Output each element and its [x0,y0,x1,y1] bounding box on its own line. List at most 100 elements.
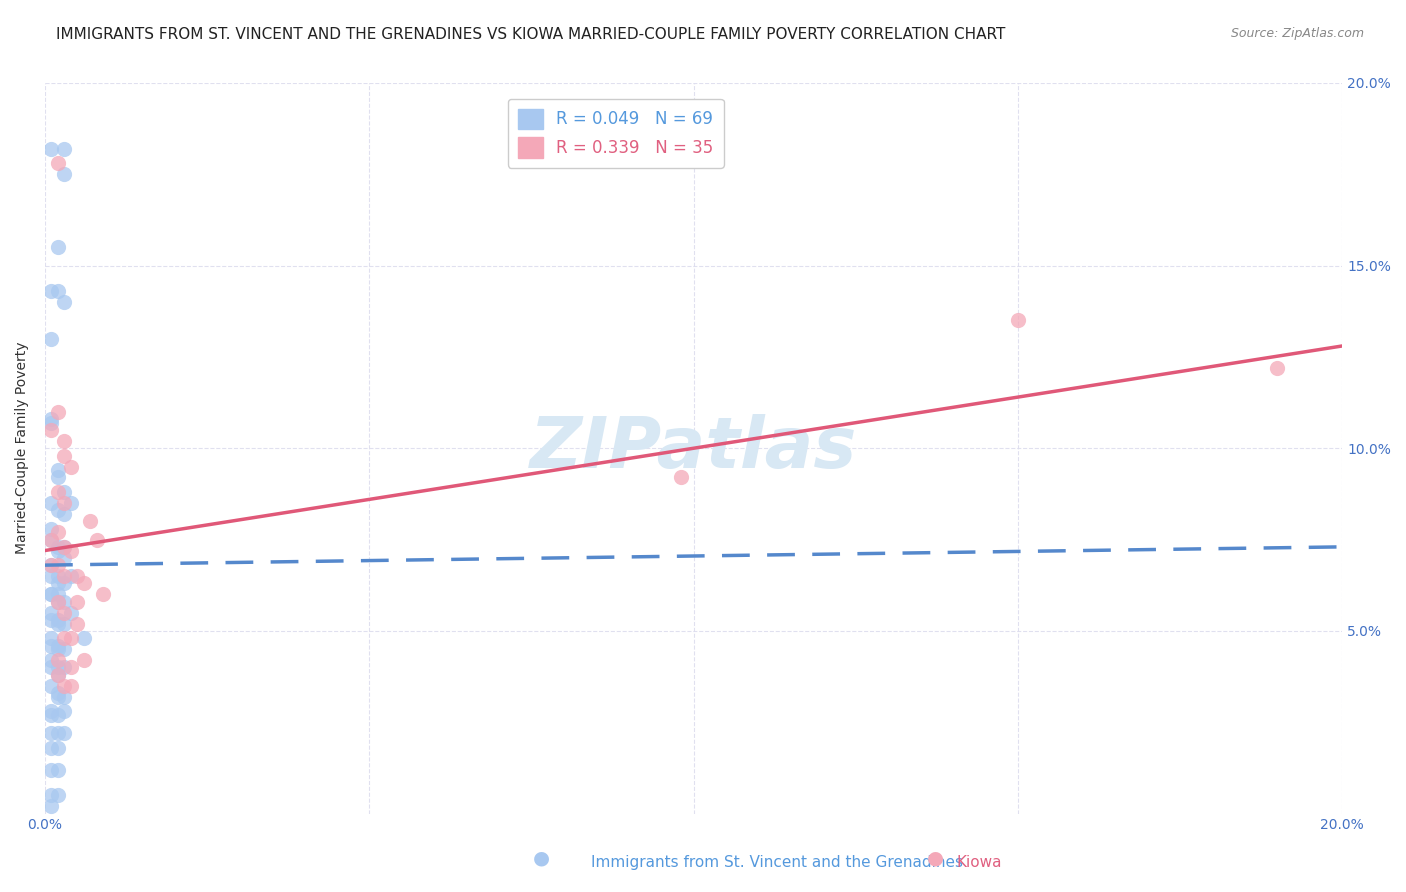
Point [46,690,69,704]
Point [41,606,63,620]
Point [46,587,69,601]
Point [46,558,69,573]
Point [46,405,69,419]
Point [73,576,96,591]
Point [59,569,82,583]
Point [41,740,63,755]
Point [41,522,63,536]
Point [41,533,63,547]
Text: Immigrants from St. Vincent and the Grenadines: Immigrants from St. Vincent and the Gren… [591,855,963,870]
Point [1007,313,1029,327]
Point [1267,360,1289,375]
Point [53,449,76,463]
Point [46,639,69,653]
Point [46,595,69,609]
Point [41,416,63,430]
Point [41,142,63,156]
Point [41,587,63,601]
Point [86,533,108,547]
Text: Source: ZipAtlas.com: Source: ZipAtlas.com [1230,27,1364,40]
Point [66,616,89,631]
Point [46,543,69,558]
Text: IMMIGRANTS FROM ST. VINCENT AND THE GRENADINES VS KIOWA MARRIED-COUPLE FAMILY PO: IMMIGRANTS FROM ST. VINCENT AND THE GREN… [56,27,1005,42]
Text: ●: ● [927,848,943,867]
Point [46,485,69,500]
Point [53,540,76,554]
Point [53,540,76,554]
Point [46,686,69,700]
Point [41,631,63,645]
Point [53,660,76,674]
Point [46,284,69,298]
Point [66,569,89,583]
Text: ZIPatlas: ZIPatlas [530,414,858,483]
Point [53,295,76,310]
Point [73,631,96,645]
Point [46,569,69,583]
Point [53,704,76,718]
Text: ●: ● [533,848,550,867]
Point [73,653,96,667]
Point [41,707,63,722]
Point [46,576,69,591]
Point [41,653,63,667]
Point [93,587,115,601]
Point [79,514,101,528]
Point [53,550,76,565]
Point [53,142,76,156]
Point [41,789,63,803]
Point [41,587,63,601]
Text: Kiowa: Kiowa [956,855,1001,870]
Point [53,595,76,609]
Point [46,595,69,609]
Point [59,679,82,693]
Point [46,642,69,657]
Point [53,606,76,620]
Point [41,332,63,346]
Point [46,707,69,722]
Point [46,660,69,674]
Point [59,496,82,510]
Point [41,726,63,740]
Point [41,533,63,547]
Point [46,726,69,740]
Point [53,679,76,693]
Point [59,606,82,620]
Legend: R = 0.049   N = 69, R = 0.339   N = 35: R = 0.049 N = 69, R = 0.339 N = 35 [508,99,724,168]
Y-axis label: Married-Couple Family Poverty: Married-Couple Family Poverty [15,342,30,555]
Point [41,569,63,583]
Point [669,470,692,484]
Point [46,503,69,517]
Point [53,167,76,181]
Point [41,284,63,298]
Point [46,616,69,631]
Point [46,463,69,477]
Point [41,679,63,693]
Point [53,642,76,657]
Point [53,496,76,510]
Point [41,558,63,573]
Point [53,507,76,521]
Point [59,459,82,474]
Point [41,660,63,674]
Point [53,631,76,645]
Point [53,569,76,583]
Point [59,543,82,558]
Point [53,576,76,591]
Point [46,667,69,681]
Point [41,496,63,510]
Point [46,653,69,667]
Point [53,690,76,704]
Point [46,789,69,803]
Point [41,639,63,653]
Point [66,595,89,609]
Point [41,613,63,627]
Point [46,156,69,170]
Point [59,631,82,645]
Point [46,525,69,540]
Point [41,763,63,777]
Point [53,485,76,500]
Point [53,616,76,631]
Point [53,726,76,740]
Point [46,763,69,777]
